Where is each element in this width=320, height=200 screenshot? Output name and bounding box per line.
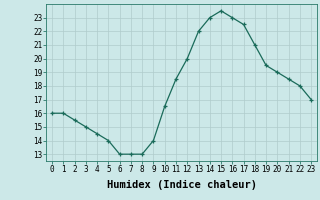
X-axis label: Humidex (Indice chaleur): Humidex (Indice chaleur)	[107, 180, 257, 190]
